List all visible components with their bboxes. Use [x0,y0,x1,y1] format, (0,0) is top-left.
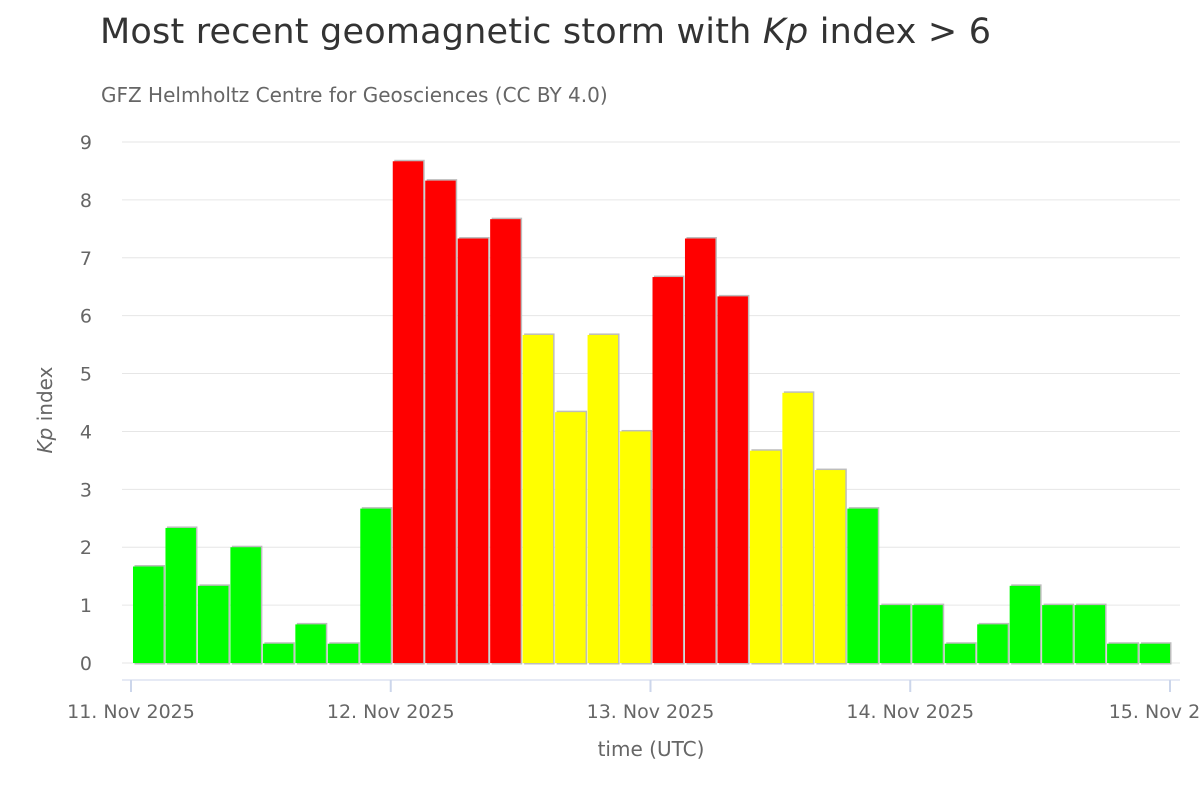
bar[interactable] [262,643,294,663]
bar[interactable] [912,605,943,663]
chart-title-suffix: index > 6 [808,12,992,52]
y-tick-label: 5 [80,364,92,386]
bar[interactable] [1009,585,1041,663]
bar[interactable] [360,508,391,663]
bar[interactable] [684,238,716,663]
bar[interactable] [133,566,164,663]
y-tick-label: 2 [80,537,92,559]
bar[interactable] [522,334,554,663]
y-axis-label-suffix: index [33,366,57,427]
y-tick-label: 1 [80,595,92,617]
y-tick-label: 0 [80,653,92,675]
bar[interactable] [587,334,619,663]
bar[interactable] [197,585,229,663]
y-tick-label: 4 [80,421,92,443]
x-tick-label: 13. Nov 2025 [587,701,715,723]
bar[interactable] [977,624,1008,663]
y-axis-label: Kp index [33,366,57,453]
chart-subtitle: GFZ Helmholtz Centre for Geosciences (CC… [101,83,608,107]
bar[interactable] [847,508,878,663]
bar[interactable] [230,547,261,663]
bar[interactable] [782,392,813,663]
bar[interactable] [295,624,326,663]
bar[interactable] [490,219,521,663]
bar[interactable] [620,431,651,663]
chart-title-prefix: Most recent geomagnetic storm with [100,12,763,52]
bar[interactable] [457,238,489,663]
bar[interactable] [1074,605,1106,663]
y-axis-ticks: 0 1 2 3 4 5 6 7 8 9 [80,132,92,675]
chart-title-italic: Kp [762,12,809,52]
bar[interactable] [1139,643,1170,663]
bar[interactable] [392,161,424,664]
bar[interactable] [327,643,359,663]
bar[interactable] [879,605,911,663]
bar[interactable] [1107,643,1138,663]
y-tick-label: 8 [80,190,92,212]
y-tick-label: 3 [80,479,92,501]
x-axis-ticks: 11. Nov 2025 12. Nov 2025 13. Nov 2025 14. … [67,680,1200,723]
bar[interactable] [944,643,976,663]
bar[interactable] [652,277,683,663]
bar[interactable] [555,412,586,663]
bar[interactable] [165,527,196,663]
x-tick-label: 11. Nov 2025 [67,701,195,723]
x-tick-label: 12. Nov 2025 [327,701,455,723]
bar[interactable] [1042,605,1073,663]
bar[interactable] [425,180,456,664]
chart-title: Most recent geomagnetic storm with Kp in… [100,12,991,52]
bar[interactable] [717,296,748,663]
x-tick-label: 15. Nov 20… [1109,701,1200,723]
bar[interactable] [814,470,846,663]
x-tick-label: 14. Nov 2025 [846,701,974,723]
y-axis-label-italic: Kp [33,428,57,454]
bar[interactable] [749,450,781,663]
y-tick-label: 9 [80,132,92,154]
y-tick-label: 6 [80,306,92,328]
x-axis-label: time (UTC) [598,737,705,761]
bar-series [133,159,1172,665]
y-tick-label: 7 [80,248,92,270]
